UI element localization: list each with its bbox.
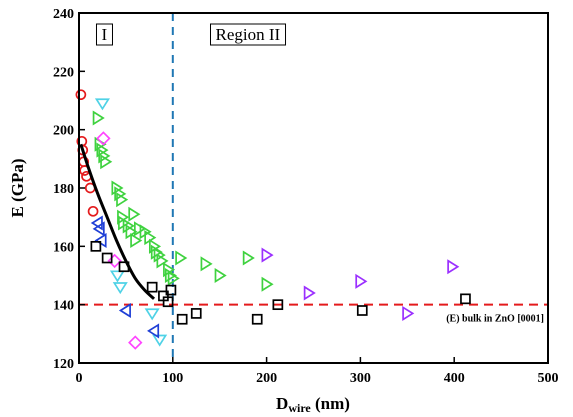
series-7-point (447, 259, 460, 275)
series-5-point (92, 221, 105, 237)
x-axis-title: Dwire (nm) (276, 394, 350, 415)
x-tick-label: 200 (256, 371, 277, 386)
series-3-point (164, 267, 177, 284)
series-6-point (190, 308, 202, 319)
series-3-point (175, 250, 188, 266)
series-3-point (122, 218, 135, 234)
x-axis-title-main: D (276, 394, 288, 413)
fit-curve (79, 143, 156, 300)
series-6-point (90, 240, 102, 252)
series-3-point (214, 267, 227, 284)
series-7-point (355, 273, 368, 289)
region-i-label: I (95, 23, 113, 46)
series-7-point (303, 285, 316, 301)
series-1-point (75, 89, 87, 101)
series-7-point (402, 305, 415, 321)
plot-frame (78, 12, 549, 364)
y-tick-label: 220 (53, 65, 74, 80)
series-3-point (156, 253, 169, 269)
series-5-point (118, 302, 131, 319)
series-4-point (107, 253, 122, 269)
series-3-point (116, 192, 129, 208)
series-3-point (130, 232, 143, 249)
series-6-point (272, 299, 284, 311)
x-tick-label: 0 (76, 371, 83, 386)
series-3-point (96, 142, 109, 158)
x-tick-label: 500 (538, 371, 559, 386)
y-tick-label: 240 (53, 7, 74, 22)
y-axis-title: E (GPa) (8, 158, 27, 217)
series-7-point (261, 247, 274, 263)
y-tick-label: 140 (53, 299, 74, 314)
region-label-text: I (101, 25, 107, 44)
series-1-point (87, 205, 99, 217)
series-2-point (144, 308, 160, 321)
series-6-point (162, 296, 174, 308)
y-tick-label: 180 (53, 182, 74, 197)
x-axis-title-subscript: wire (288, 401, 311, 415)
series-6-point (460, 293, 471, 305)
series-3-point (242, 250, 255, 266)
x-tick-label: 100 (162, 371, 183, 386)
x-tick-label: 400 (444, 371, 465, 386)
series-3-point (128, 206, 141, 222)
x-tick-label: 300 (350, 371, 371, 386)
region-label-box (95, 23, 113, 46)
series-6-point (176, 313, 188, 325)
series-4-point (96, 131, 111, 146)
x-axis-title-unit: (nm) (311, 394, 350, 413)
series-2-point (94, 98, 110, 111)
series-2-point (112, 282, 128, 295)
series-2-point (109, 270, 125, 283)
series-5-point (90, 215, 103, 231)
series-4-point (128, 335, 143, 350)
region-ii-label: Region II (209, 23, 287, 46)
series-5-point (147, 323, 160, 339)
series-3-point (153, 247, 166, 263)
series-6-point (356, 305, 368, 316)
reference-line-label: (E) bulk in ZnO [0001] (446, 314, 544, 325)
series-3-point (92, 110, 105, 126)
series-3-point (100, 154, 113, 170)
y-tick-label: 160 (53, 240, 74, 255)
region-label-text: Region II (215, 25, 280, 44)
series-6-point (146, 281, 158, 293)
series-3-point (261, 276, 274, 292)
series-2-point (152, 334, 168, 347)
series-3-point (200, 256, 213, 272)
series-3-point (167, 270, 180, 286)
series-3-point (114, 186, 127, 202)
series-6-point (251, 313, 263, 325)
region-label-box (209, 23, 287, 46)
series-3-point (111, 180, 124, 196)
series-6-point (165, 284, 177, 296)
series-6-point (101, 252, 113, 264)
y-tick-label: 200 (53, 124, 74, 139)
y-tick-label: 120 (53, 357, 74, 372)
series-3-point (98, 148, 111, 164)
